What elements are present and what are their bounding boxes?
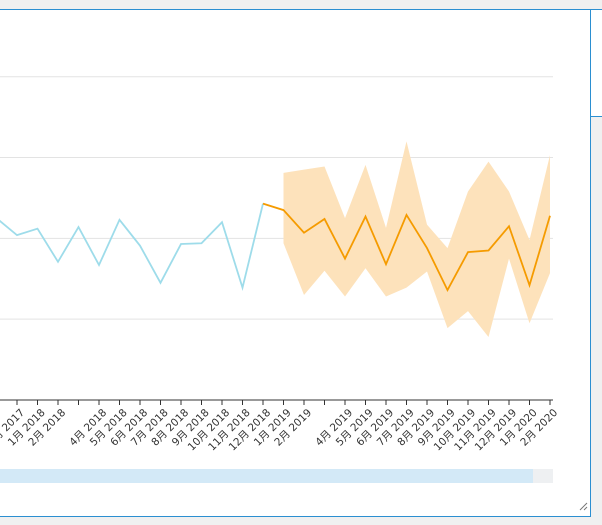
scrollbar[interactable] bbox=[0, 469, 533, 483]
scrollbar-handle[interactable] bbox=[533, 469, 553, 483]
resize-grip[interactable] bbox=[579, 502, 588, 511]
forecast-band bbox=[283, 141, 550, 337]
line-series bbox=[262, 202, 551, 293]
side-panel bbox=[591, 9, 602, 117]
line-series bbox=[0, 203, 264, 292]
